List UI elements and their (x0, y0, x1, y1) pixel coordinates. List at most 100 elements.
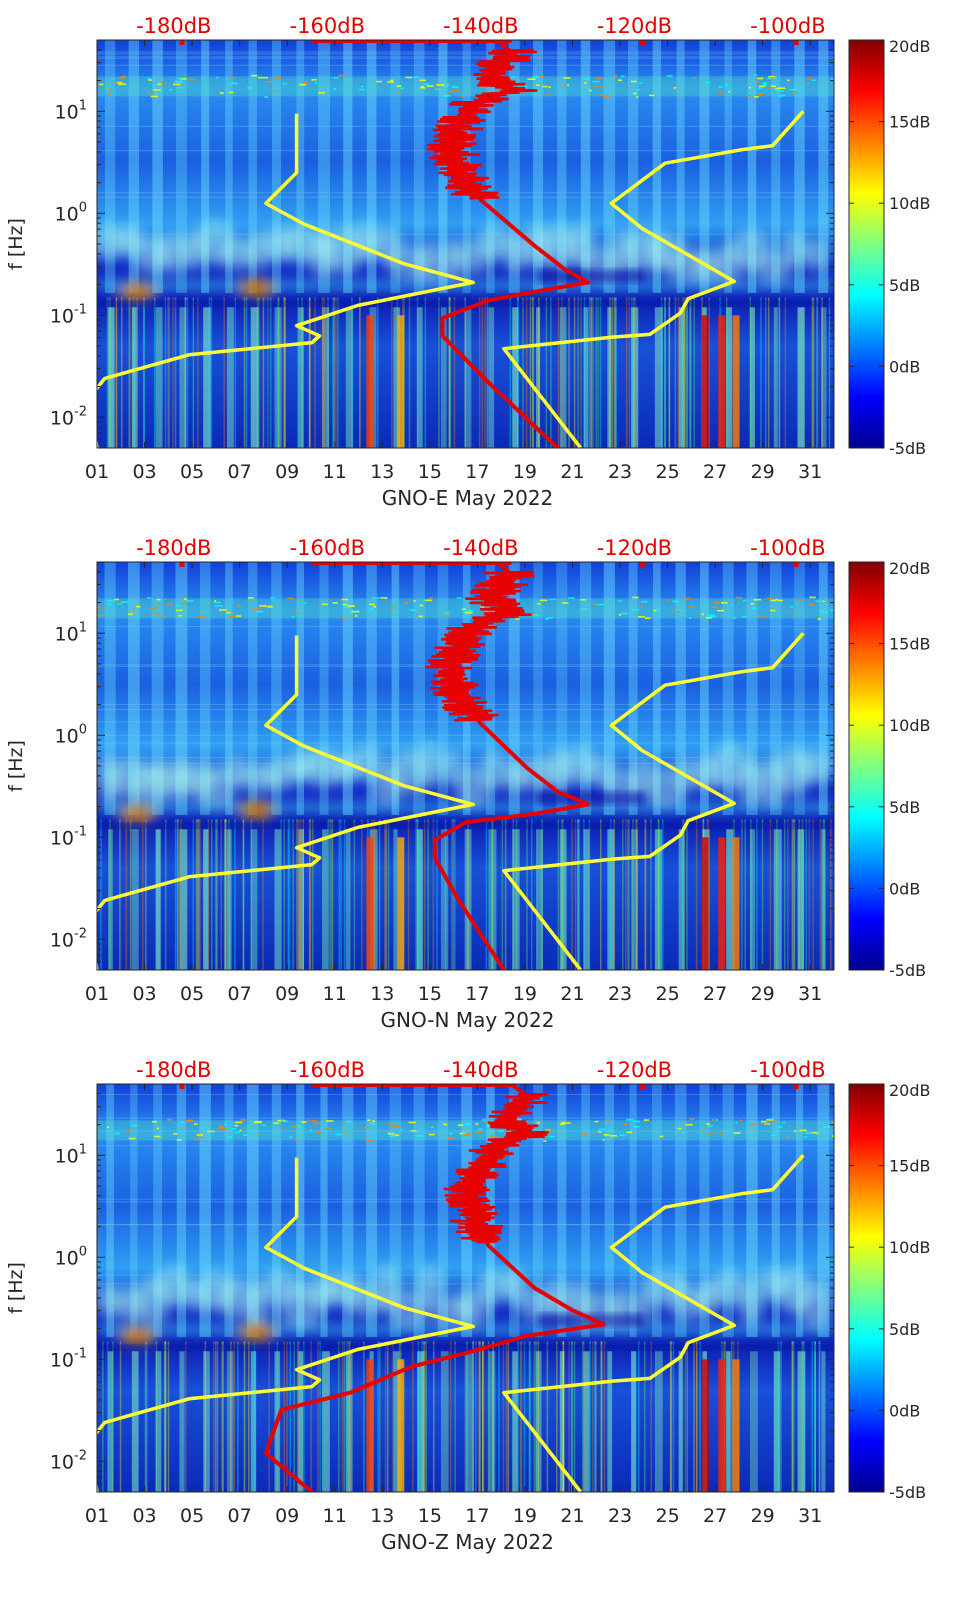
y-tick-label: 10-1 (50, 824, 87, 849)
top-db-label: -100dB (750, 1058, 825, 1082)
psd-edge-marker (179, 562, 185, 567)
x-tick-label: 09 (275, 461, 299, 483)
x-tick-label: 29 (751, 983, 775, 1005)
x-tick-label: 25 (655, 1505, 679, 1527)
top-db-label: -120dB (597, 1058, 672, 1082)
colorbar-tick-label: 0dB (889, 357, 920, 376)
x-tick-label: 27 (703, 461, 727, 483)
colorbar-tick-label: 15dB (889, 1157, 931, 1176)
y-tick-label: 100 (55, 1244, 87, 1269)
top-db-label: -100dB (750, 14, 825, 38)
colorbar-tick-label: 20dB (889, 559, 931, 578)
y-tick-label: 101 (55, 620, 87, 645)
x-tick-label: 17 (465, 1505, 489, 1527)
x-tick-label: 23 (608, 983, 632, 1005)
x-tick-label: 11 (323, 1505, 347, 1527)
spectrogram-panel-n: 01 03 05 07 09 11 13 15 17 19 21 23 25 27 29 31 10-2 10-1… (5, 536, 931, 1032)
colorbar-tick-label: 5dB (889, 276, 920, 295)
x-tick-label: 15 (418, 1505, 442, 1527)
x-tick-label: 15 (418, 461, 442, 483)
x-tick-label: 01 (85, 983, 109, 1005)
colorbar: -5dB 0dB 5dB 10dB 15dB 20dB (848, 1081, 931, 1502)
x-tick-label: 03 (132, 1505, 156, 1527)
daily-streaks (100, 562, 832, 970)
x-tick-label: 07 (228, 1505, 252, 1527)
colorbar-tick-label: 0dB (889, 879, 920, 898)
top-db-label: -100dB (750, 536, 825, 560)
x-axis-label: GNO-Z May 2022 (381, 1530, 554, 1554)
psd-edge-marker (793, 562, 799, 567)
x-tick-label: 19 (513, 983, 537, 1005)
y-tick-label: 10-2 (50, 1448, 87, 1473)
x-tick-label: 21 (560, 1505, 584, 1527)
hot-stripes (366, 315, 740, 448)
colorbar: -5dB 0dB 5dB 10dB 15dB 20dB (848, 37, 931, 458)
x-tick-label: 03 (132, 461, 156, 483)
x-tick-label: 21 (560, 461, 584, 483)
noise-model-line-1 (97, 635, 475, 970)
x-tick-label: 19 (513, 1505, 537, 1527)
x-tick-label: 31 (798, 983, 822, 1005)
x-tick-label: 19 (513, 461, 537, 483)
x-tick-label: 01 (85, 461, 109, 483)
y-tick-label: 100 (55, 722, 87, 747)
psd-edge-marker (179, 40, 185, 45)
x-tick-label: 25 (655, 461, 679, 483)
colorbar-tick-label: -5dB (889, 961, 926, 980)
x-axis-label: GNO-E May 2022 (382, 486, 554, 510)
x-tick-label: 29 (751, 1505, 775, 1527)
spectrogram-field (97, 1084, 834, 1492)
y-tick-label: 10-2 (50, 926, 87, 951)
colorbar-tick-label: 10dB (889, 1238, 931, 1257)
colorbar-tick-label: -5dB (889, 439, 926, 458)
colorbar-tick-label: 20dB (889, 1081, 931, 1100)
colorbar-tick-label: 10dB (889, 716, 931, 735)
x-tick-label: 29 (751, 461, 775, 483)
noise-model-line-2 (502, 1154, 805, 1492)
top-db-label: -160dB (290, 1058, 365, 1082)
psd-edge-marker (640, 562, 646, 567)
colorbar-tick-label: 15dB (889, 113, 931, 132)
x-tick-label: 27 (703, 1505, 727, 1527)
x-tick-label: 09 (275, 1505, 299, 1527)
colorbar-tick-label: 5dB (889, 798, 920, 817)
top-db-label: -180dB (136, 14, 211, 38)
y-tick-label: 101 (55, 1142, 87, 1167)
y-tick-label: 10-2 (50, 404, 87, 429)
y-tick-label: 10-1 (50, 1346, 87, 1371)
x-tick-label: 21 (560, 983, 584, 1005)
daily-streaks (104, 40, 831, 448)
top-db-label: -140dB (443, 1058, 518, 1082)
top-db-label: -140dB (443, 14, 518, 38)
spectrogram-field (97, 40, 834, 448)
x-tick-label: 17 (465, 983, 489, 1005)
x-tick-label: 13 (370, 1505, 394, 1527)
x-tick-label: 31 (798, 461, 822, 483)
x-tick-label: 17 (465, 461, 489, 483)
x-tick-label: 09 (275, 983, 299, 1005)
spectrogram-panel-z: 01 03 05 07 09 11 13 15 17 19 21 23 25 27 29 31 10-2 10-1… (5, 1058, 931, 1554)
top-db-label: -140dB (443, 536, 518, 560)
x-tick-label: 03 (132, 983, 156, 1005)
x-tick-label: 07 (228, 983, 252, 1005)
top-db-label: -120dB (597, 14, 672, 38)
colorbar: -5dB 0dB 5dB 10dB 15dB 20dB (848, 559, 931, 980)
median-psd-jagged (425, 570, 535, 722)
colorbar-tick-label: 20dB (889, 37, 931, 56)
psd-edge-marker (640, 40, 646, 45)
x-tick-label: 25 (655, 983, 679, 1005)
colorbar-tick-label: 10dB (889, 194, 931, 213)
x-tick-label: 13 (370, 983, 394, 1005)
median-psd-jagged (443, 1092, 549, 1244)
hot-stripes (366, 837, 740, 970)
noise-model-line-2 (502, 110, 805, 448)
x-tick-label: 15 (418, 983, 442, 1005)
spectrogram-field (97, 562, 834, 970)
x-tick-label: 05 (180, 1505, 204, 1527)
x-tick-label: 05 (180, 983, 204, 1005)
noise-model-line-2 (502, 632, 805, 970)
x-tick-label: 11 (323, 983, 347, 1005)
psd-edge-marker (179, 1084, 185, 1089)
psd-edge-marker (793, 1084, 799, 1089)
